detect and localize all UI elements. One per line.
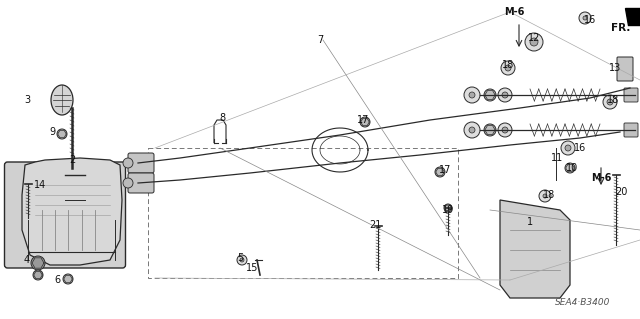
FancyBboxPatch shape (4, 162, 125, 268)
Polygon shape (22, 158, 122, 265)
Text: 16: 16 (584, 15, 596, 25)
Text: 8: 8 (219, 113, 225, 123)
Circle shape (498, 123, 512, 137)
Text: FR.: FR. (611, 23, 630, 33)
Circle shape (464, 87, 480, 103)
Circle shape (484, 89, 496, 101)
Ellipse shape (51, 85, 73, 115)
Text: M-6: M-6 (504, 7, 524, 17)
Circle shape (57, 129, 67, 139)
Circle shape (31, 256, 45, 270)
Circle shape (583, 16, 587, 20)
Text: 10: 10 (566, 163, 578, 173)
Polygon shape (625, 8, 640, 25)
Text: 3: 3 (24, 95, 30, 105)
Circle shape (444, 204, 452, 212)
Circle shape (525, 33, 543, 51)
Text: 18: 18 (607, 95, 619, 105)
Circle shape (502, 92, 508, 98)
Circle shape (502, 127, 508, 133)
Text: 16: 16 (574, 143, 586, 153)
Text: 18: 18 (502, 60, 514, 70)
Text: 15: 15 (246, 263, 258, 273)
Circle shape (240, 258, 244, 262)
Bar (148, 148, 458, 278)
Text: 18: 18 (543, 190, 555, 200)
Text: 1: 1 (527, 217, 533, 227)
Text: 13: 13 (609, 63, 621, 73)
Circle shape (464, 122, 480, 138)
FancyBboxPatch shape (617, 57, 633, 81)
Text: 21: 21 (369, 220, 381, 230)
FancyBboxPatch shape (128, 153, 154, 173)
Circle shape (501, 61, 515, 75)
Text: 12: 12 (528, 33, 540, 43)
Text: 20: 20 (615, 187, 627, 197)
Text: 11: 11 (551, 153, 563, 163)
Circle shape (498, 88, 512, 102)
Text: SEA4·B3400: SEA4·B3400 (555, 298, 611, 307)
Circle shape (579, 12, 591, 24)
FancyBboxPatch shape (624, 123, 638, 137)
Circle shape (607, 99, 613, 105)
FancyBboxPatch shape (624, 88, 638, 102)
Circle shape (539, 190, 551, 202)
Polygon shape (500, 200, 570, 298)
Circle shape (123, 158, 133, 168)
Circle shape (360, 117, 370, 127)
Circle shape (603, 95, 617, 109)
Circle shape (33, 270, 43, 280)
Text: 5: 5 (237, 253, 243, 263)
Circle shape (469, 127, 475, 133)
Circle shape (123, 178, 133, 188)
Text: 9: 9 (49, 127, 55, 137)
Circle shape (565, 163, 575, 173)
Circle shape (63, 274, 73, 284)
Text: 17: 17 (439, 165, 451, 175)
Circle shape (484, 124, 496, 136)
Circle shape (237, 255, 247, 265)
Text: M-6: M-6 (591, 173, 611, 183)
FancyBboxPatch shape (128, 173, 154, 193)
Text: 6: 6 (54, 275, 60, 285)
Text: 7: 7 (317, 35, 323, 45)
Circle shape (543, 194, 547, 198)
Circle shape (530, 38, 538, 46)
Circle shape (561, 141, 575, 155)
Text: 4: 4 (24, 255, 30, 265)
Circle shape (435, 167, 445, 177)
Circle shape (505, 65, 511, 71)
Text: 19: 19 (442, 205, 454, 215)
Text: 14: 14 (34, 180, 46, 190)
Circle shape (469, 92, 475, 98)
Circle shape (565, 145, 571, 151)
Text: 17: 17 (357, 115, 369, 125)
FancyArrowPatch shape (631, 15, 636, 20)
Text: 2: 2 (69, 155, 75, 165)
